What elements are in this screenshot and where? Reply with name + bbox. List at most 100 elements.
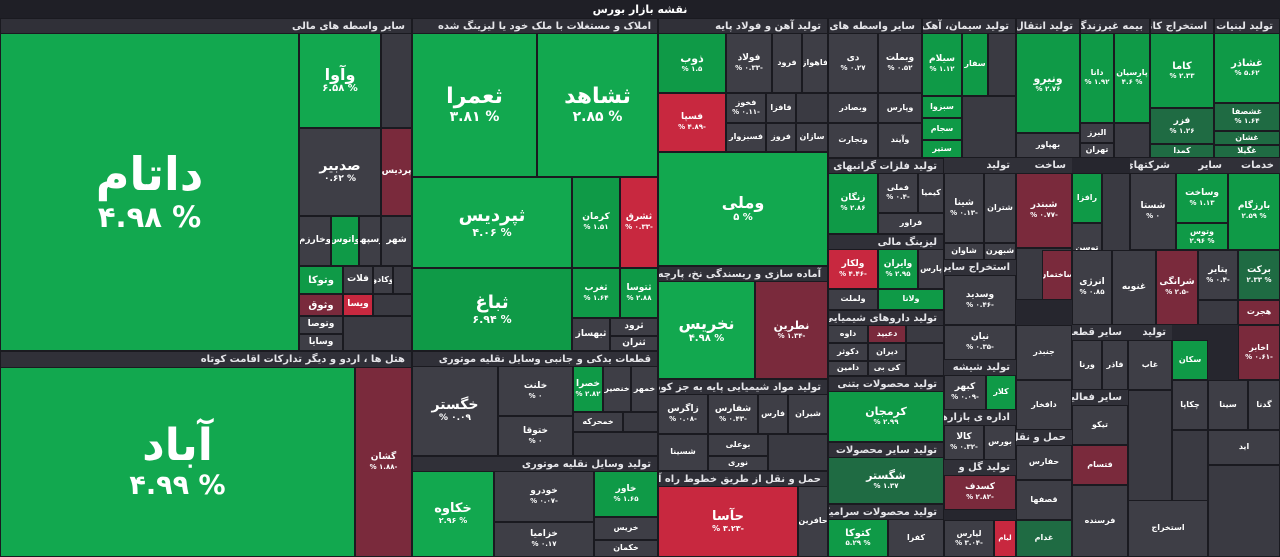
stock-tile-khazamia[interactable]: خزامیا ۰.۱۷ % (494, 522, 594, 557)
stock-tile-khansor[interactable]: خنصیر (603, 366, 631, 412)
stock-tile-tnran[interactable]: ثنران (610, 336, 658, 351)
stock-tile-sfar[interactable]: سفار (962, 33, 988, 96)
stock-tile-stir[interactable]: ستیر (922, 140, 962, 158)
stock-tile-khmehrkhe[interactable]: خمحرکه (573, 412, 623, 432)
sector-header[interactable]: تولید گل و (944, 460, 1016, 475)
minor-tile[interactable] (906, 325, 944, 343)
stock-tile-vatid[interactable]: وآیند (878, 123, 922, 158)
stock-tile-vbemellat[interactable]: وبملت ۰.۵۲ % (878, 33, 922, 93)
stock-tile-farsa[interactable]: فارس (758, 394, 788, 434)
stock-tile-shbehran[interactable]: شبهرن (984, 243, 1016, 260)
sector-header[interactable]: لیزینگ مالی (829, 235, 943, 250)
stock-tile-khodro[interactable]: خودرو -۰.۰۷ % (494, 471, 594, 522)
stock-tile-laiam[interactable]: لیام (994, 520, 1016, 557)
stock-tile-sbazva[interactable]: سبزوا (922, 96, 962, 118)
sector-header[interactable]: سایر واسطه های (829, 19, 921, 34)
sector-header[interactable]: استخراج کانه (1151, 19, 1213, 34)
stock-tile-vrana[interactable]: ورنا (1072, 340, 1102, 390)
minor-tile[interactable] (1114, 123, 1150, 158)
stock-tile-dafkhar[interactable]: دافخار (1016, 380, 1072, 430)
stock-tile-barkat[interactable]: برکت% ۲.۳۳ (1238, 250, 1280, 300)
sector-header[interactable]: سایر قطعات (1072, 325, 1128, 340)
stock-tile-fkhuz[interactable]: فخوز -۰.۱۱ % (726, 93, 766, 123)
sector-header[interactable]: خدمات (1228, 158, 1280, 173)
stock-tile-dkosar[interactable]: دکوثر (828, 343, 868, 361)
sector-header[interactable]: تولید محصولات سرامیکی (829, 505, 943, 520)
stock-tile-chkapa[interactable]: چکاپا (1172, 380, 1208, 430)
stock-tile-tpardis[interactable]: ثپردیس% ۴.۰۶ (412, 177, 572, 268)
stock-tile-kibi[interactable]: کی بی (868, 361, 906, 376)
minor-tile[interactable] (768, 434, 828, 471)
minor-tile[interactable] (1208, 465, 1280, 557)
stock-tile-fmli[interactable]: فملی -۰.۴ % (878, 173, 918, 213)
stock-tile-anergy[interactable]: انرژی ۰.۸۵ % (1072, 250, 1112, 325)
stock-tile-fruz[interactable]: فروز (766, 123, 796, 152)
stock-tile-khakhodro[interactable]: خکمان (594, 540, 658, 557)
sector-header[interactable]: تولید (944, 158, 1016, 173)
stock-tile-shiran2[interactable]: شتران (984, 173, 1016, 243)
stock-tile-kermejan[interactable]: کرمجان ۲.۹۹ % (828, 391, 944, 442)
minor-tile[interactable] (343, 316, 412, 351)
sector-header[interactable]: سایر واسطه های مالی (1, 19, 411, 34)
minor-tile[interactable] (906, 343, 944, 376)
stock-tile-kama[interactable]: کاما ۲.۳۳ % (1150, 33, 1214, 108)
stock-tile-boali[interactable]: بوعلی (708, 434, 768, 456)
stock-tile-vsakhat[interactable]: وساخت ۱.۱۳ % (1176, 173, 1228, 223)
stock-tile-fala[interactable]: فلات (343, 266, 373, 294)
stock-tile-ghonbe[interactable]: غنوبه (1112, 250, 1156, 325)
stock-tile-tiku[interactable]: تیکو (1072, 405, 1128, 445)
stock-tile-khtoura[interactable]: ختوقا ۰ % (498, 416, 573, 456)
sector-header[interactable]: تولید سایر محصولات (829, 443, 943, 458)
stock-tile-shgostar[interactable]: شگستر ۱.۳۷ % (828, 457, 944, 504)
stock-tile-vmelli[interactable]: وملی% ۵ (658, 152, 828, 266)
sector-header[interactable]: بیمه غیرزندگی (1081, 19, 1149, 34)
stock-tile-kimia[interactable]: کیمیا (918, 173, 944, 213)
stock-tile-forud[interactable]: فرود (772, 33, 802, 93)
stock-tile-trod[interactable]: ثرود (610, 318, 658, 336)
sector-header[interactable]: املاک و مستغلات با ملک خود یا لیزینگ شده (413, 19, 657, 34)
stock-tile-zagros[interactable]: زاگرس -۰.۰۸ % (658, 394, 708, 434)
stock-tile-ktoka[interactable]: کتوکا% ۵.۲۹ (828, 519, 888, 557)
stock-tile-hasta[interactable]: حآسا -۳.۲۳ % (658, 486, 798, 557)
stock-tile-jnbadr[interactable]: جنبدر (1016, 325, 1072, 380)
sector-header[interactable]: تولید آهن و فولاد پایه (659, 19, 827, 34)
stock-tile-bargh[interactable]: البرز (1080, 123, 1114, 143)
stock-tile-parsian[interactable]: پارسیان% ۴.۶ (1114, 33, 1150, 123)
minor-tile[interactable] (573, 432, 658, 456)
sector-header[interactable]: تولید مواد شیمیایی پایه به جز کود (659, 380, 827, 395)
stock-tile-fsazvar[interactable]: فسبزوار (726, 123, 766, 152)
stock-tile-kabhar[interactable]: کبهر -۰.۰۹ % (944, 375, 986, 410)
stock-tile-shasina[interactable]: شسینا (658, 434, 708, 471)
stock-tile-kharis[interactable]: خریس (594, 517, 658, 540)
stock-tile-fafzar[interactable]: فافزا (766, 93, 796, 123)
stock-tile-tghrb[interactable]: ثغرب ۱.۶۴ % (572, 268, 620, 318)
stock-tile-vkadou[interactable]: وکادو (373, 266, 393, 294)
stock-tile-nouri[interactable]: نوری (708, 456, 768, 471)
stock-tile-pars[interactable]: پارس (918, 249, 944, 289)
sector-header[interactable]: ساخت (1016, 158, 1072, 173)
stock-tile-fsapa[interactable]: فسپا -۴.۸۹ % (658, 93, 726, 152)
stock-tile-ghashan[interactable]: غشان (1214, 131, 1280, 145)
stock-tile-naghris[interactable]: نخریس% ۴.۹۸ (658, 281, 755, 379)
stock-tile-vtousa[interactable]: وتوصا (299, 316, 343, 334)
stock-tile-vlikar[interactable]: ولکار -۴.۴۶ % (828, 249, 878, 289)
sector-header[interactable]: سایر فعالیت (1072, 390, 1128, 405)
stock-tile-zengan[interactable]: زنگان ۲.۸۶ % (828, 173, 878, 234)
stock-tile-eid[interactable]: اید (1208, 430, 1280, 465)
minor-tile[interactable] (381, 33, 412, 128)
stock-tile-vthough[interactable]: وثوق (299, 294, 343, 316)
stock-tile-vava[interactable]: وآوا% ۶.۵۸ (299, 33, 381, 128)
stock-tile-tehran[interactable]: تهران (1080, 143, 1114, 158)
stock-tile-ttousa[interactable]: ثتوسا ۲.۸۸ % (620, 268, 658, 318)
stock-tile-visa[interactable]: ویسا (343, 294, 373, 316)
stock-tile-shavan[interactable]: شاوان (944, 243, 984, 260)
stock-tile-ksdaf[interactable]: کسدف -۲.۸۲ % (944, 475, 1016, 510)
minor-tile[interactable] (988, 33, 1016, 96)
stock-tile-faravar[interactable]: فراور (878, 213, 944, 234)
sector-header[interactable]: تولید وسایل نقلیه موتوری (413, 457, 657, 472)
stock-tile-ftan[interactable]: فتسام (1072, 445, 1128, 485)
stock-tile-abad[interactable]: آباد% ۴.۹۹ (0, 367, 355, 557)
stock-tile-kafar[interactable]: فزر ۱.۲۶ % (1150, 108, 1214, 144)
stock-tile-vatous[interactable]: واتوس (331, 216, 359, 266)
stock-tile-di[interactable]: دی ۰.۲۷ % (828, 33, 878, 93)
